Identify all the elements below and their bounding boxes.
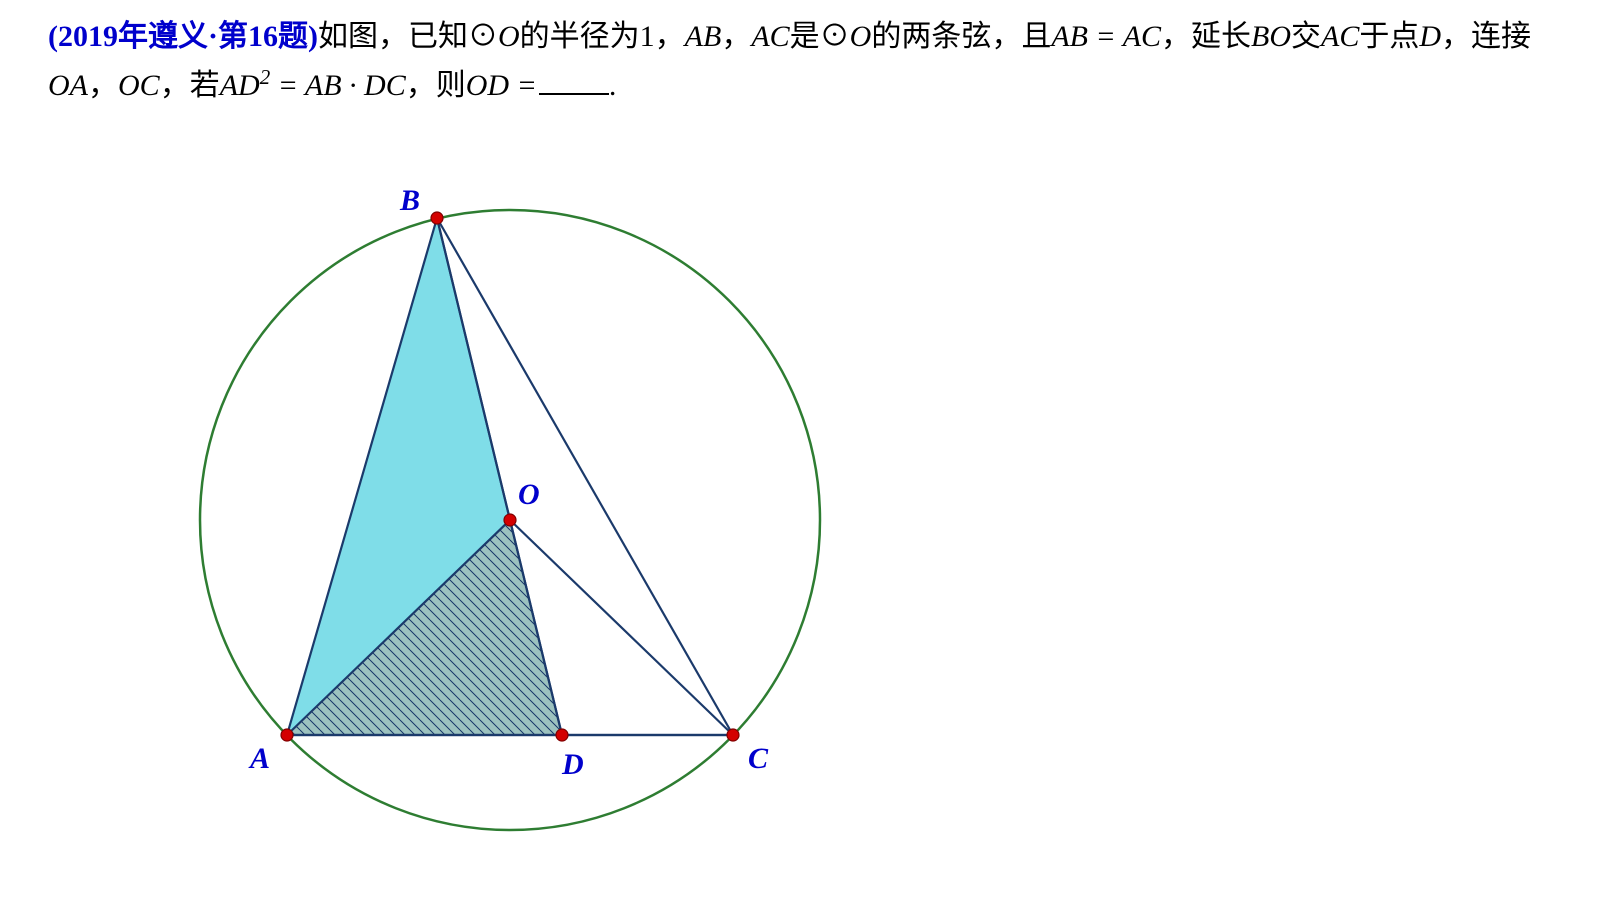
label-B: B — [399, 184, 420, 217]
m-AD: AD — [220, 69, 260, 102]
t5: ，延长 — [1161, 20, 1251, 53]
point-D — [556, 729, 568, 741]
point-C — [727, 729, 739, 741]
eq2: = — [270, 69, 305, 102]
m-AC1: AC — [751, 20, 789, 53]
m-DC: DC — [364, 69, 406, 102]
m-D1: D — [1419, 20, 1441, 53]
eq3: = — [509, 69, 537, 102]
label-C: C — [748, 742, 769, 775]
m-OA: OA — [48, 69, 88, 102]
problem-statement: (2019年遵义·第16题)如图，已知⊙O的半径为1，AB，AC是⊙O的两条弦，… — [48, 14, 1558, 109]
t7: 于点 — [1359, 20, 1419, 53]
t10: ，则 — [406, 69, 466, 102]
label-O: O — [518, 478, 540, 511]
answer-blank — [539, 93, 609, 95]
t6: 交 — [1291, 20, 1321, 53]
point-O — [504, 514, 516, 526]
dot: · — [342, 69, 365, 102]
c2: ， — [88, 69, 118, 102]
m-OC: OC — [118, 69, 160, 102]
eq1: = — [1088, 20, 1123, 53]
m-O1: O — [498, 20, 520, 53]
label-A: A — [248, 742, 270, 775]
t2: 的半径为1， — [520, 20, 685, 53]
m-sq: 2 — [260, 65, 271, 89]
t4: 的两条弦，且 — [871, 20, 1051, 53]
period: . — [609, 69, 617, 102]
point-B — [431, 212, 443, 224]
t1: 如图，已知⊙ — [318, 20, 498, 53]
t8: ，连接 — [1441, 20, 1531, 53]
m-AB2: AB — [1051, 20, 1088, 53]
geometry-figure: B O A C D — [190, 130, 830, 915]
m-OD: OD — [466, 69, 509, 102]
m-O2: O — [850, 20, 872, 53]
t3: 是⊙ — [790, 20, 850, 53]
label-D: D — [561, 748, 584, 781]
point-A — [281, 729, 293, 741]
m-AB1: AB — [685, 20, 722, 53]
m-AB3: AB — [305, 69, 342, 102]
t9: ，若 — [160, 69, 220, 102]
m-AC2: AC — [1123, 20, 1161, 53]
figure-svg: B O A C D — [190, 130, 830, 910]
m-AC3: AC — [1321, 20, 1359, 53]
m-BO: BO — [1251, 20, 1291, 53]
problem-source: (2019年遵义·第16题) — [48, 20, 318, 53]
c1: ， — [721, 20, 751, 53]
